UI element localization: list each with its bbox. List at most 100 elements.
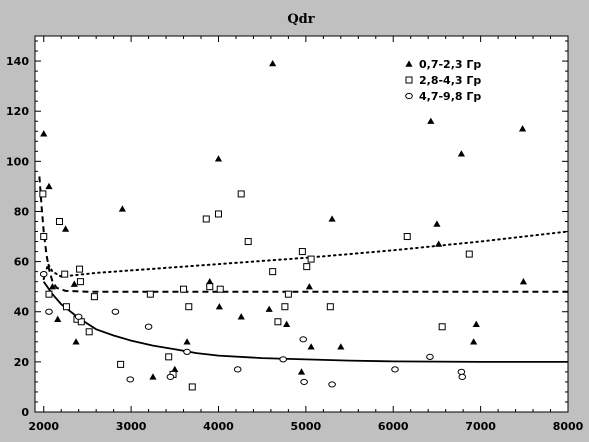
data-point-triangle: [470, 338, 478, 345]
data-point-square: [326, 303, 334, 311]
data-point-triangle: [427, 117, 435, 124]
data-point-triangle: [171, 365, 179, 373]
data-point-square: [303, 263, 311, 271]
data-point-square: [216, 285, 224, 293]
data-point-circle: [300, 378, 308, 386]
data-point-circle: [126, 376, 135, 383]
data-point-square: [90, 293, 98, 301]
data-point-square: [117, 360, 125, 368]
data-point-triangle: [307, 343, 315, 350]
data-point-square: [307, 255, 315, 263]
trendline-solid: [42, 281, 568, 363]
data-point-square: [76, 278, 84, 286]
chart-title: Qdr: [287, 12, 314, 27]
data-point-triangle: [435, 240, 443, 247]
data-point-circle: [166, 373, 175, 381]
data-point-circle: [391, 366, 399, 373]
plot-area: [34, 35, 569, 413]
data-point-square: [61, 270, 69, 278]
data-point-square: [55, 217, 63, 225]
data-point-triangle: [433, 220, 441, 227]
data-point-square: [45, 290, 53, 298]
data-point-square: [274, 318, 282, 326]
data-point-triangle: [45, 182, 53, 190]
data-point-triangle: [149, 373, 157, 380]
legend-marker-triangle: [405, 60, 413, 67]
data-point-triangle: [297, 368, 306, 375]
data-point-triangle: [305, 283, 313, 290]
data-point-triangle: [183, 338, 191, 345]
x-tick-label: 2000: [28, 420, 59, 433]
data-point-triangle: [206, 278, 214, 285]
x-tick-label: 8000: [553, 420, 584, 433]
data-point-triangle: [237, 313, 245, 320]
data-point-square: [85, 328, 93, 336]
data-point-square: [284, 290, 292, 298]
data-point-triangle: [457, 150, 465, 157]
data-point-circle: [279, 356, 287, 363]
data-point-square: [185, 303, 193, 311]
legend-label: 2,8-4,3 Гр: [419, 74, 481, 87]
data-point-circle: [426, 353, 434, 360]
data-point-circle: [39, 271, 48, 278]
y-tick-label: 20: [14, 356, 30, 369]
data-point-square: [298, 248, 306, 256]
data-point-square: [237, 190, 245, 198]
data-point-triangle: [269, 59, 277, 67]
data-point-triangle: [337, 343, 345, 350]
data-point-triangle: [70, 280, 78, 287]
legend-marker-circle: [405, 92, 413, 100]
data-point-triangle: [518, 125, 527, 132]
y-tick-label: 0: [21, 406, 29, 419]
data-point-square: [206, 283, 214, 291]
x-tick-label: 4000: [203, 420, 234, 433]
data-point-square: [244, 238, 252, 246]
y-tick-label: 100: [6, 155, 29, 168]
data-points: [39, 59, 528, 391]
x-tick-label: 3000: [116, 420, 147, 433]
data-point-circle: [183, 348, 191, 355]
data-point-square: [62, 303, 70, 311]
data-point-circle: [457, 368, 466, 375]
data-point-square: [165, 353, 173, 361]
data-point-square: [180, 285, 188, 293]
data-point-triangle: [72, 338, 80, 345]
data-point-circle: [299, 336, 308, 343]
x-tick-label: 6000: [378, 420, 409, 433]
data-point-square: [146, 290, 154, 298]
data-point-circle: [74, 313, 83, 320]
data-point-circle: [45, 308, 53, 315]
data-point-square: [39, 190, 47, 198]
data-point-triangle: [40, 130, 48, 137]
data-point-square: [214, 210, 222, 218]
data-point-circle: [144, 323, 153, 330]
y-tick-label: 80: [14, 205, 30, 218]
legend-label: 4,7-9,8 Гр: [419, 90, 481, 103]
data-point-triangle: [54, 315, 62, 322]
data-point-square: [403, 233, 411, 241]
data-point-triangle: [214, 155, 223, 162]
data-point-triangle: [283, 320, 291, 327]
data-point-circle: [328, 381, 336, 388]
legend-marker-square: [405, 76, 413, 84]
data-point-square: [465, 250, 473, 258]
data-point-triangle: [472, 320, 480, 327]
data-point-triangle: [48, 283, 57, 290]
data-point-triangle: [118, 205, 126, 212]
y-tick-label: 60: [14, 256, 30, 269]
legend-label: 0,7-2,3 Гр: [419, 58, 481, 71]
trendline-dotted: [42, 230, 569, 281]
data-point-triangle: [265, 305, 273, 312]
x-tick-label: 7000: [465, 420, 496, 433]
y-tick-label: 120: [6, 105, 29, 118]
data-point-square: [188, 383, 196, 391]
data-point-triangle: [328, 215, 336, 222]
data-point-square: [269, 268, 277, 276]
data-point-square: [40, 233, 48, 241]
data-point-circle: [233, 366, 242, 373]
data-point-circle: [458, 373, 467, 381]
data-point-square: [76, 265, 84, 273]
data-point-square: [202, 215, 210, 223]
